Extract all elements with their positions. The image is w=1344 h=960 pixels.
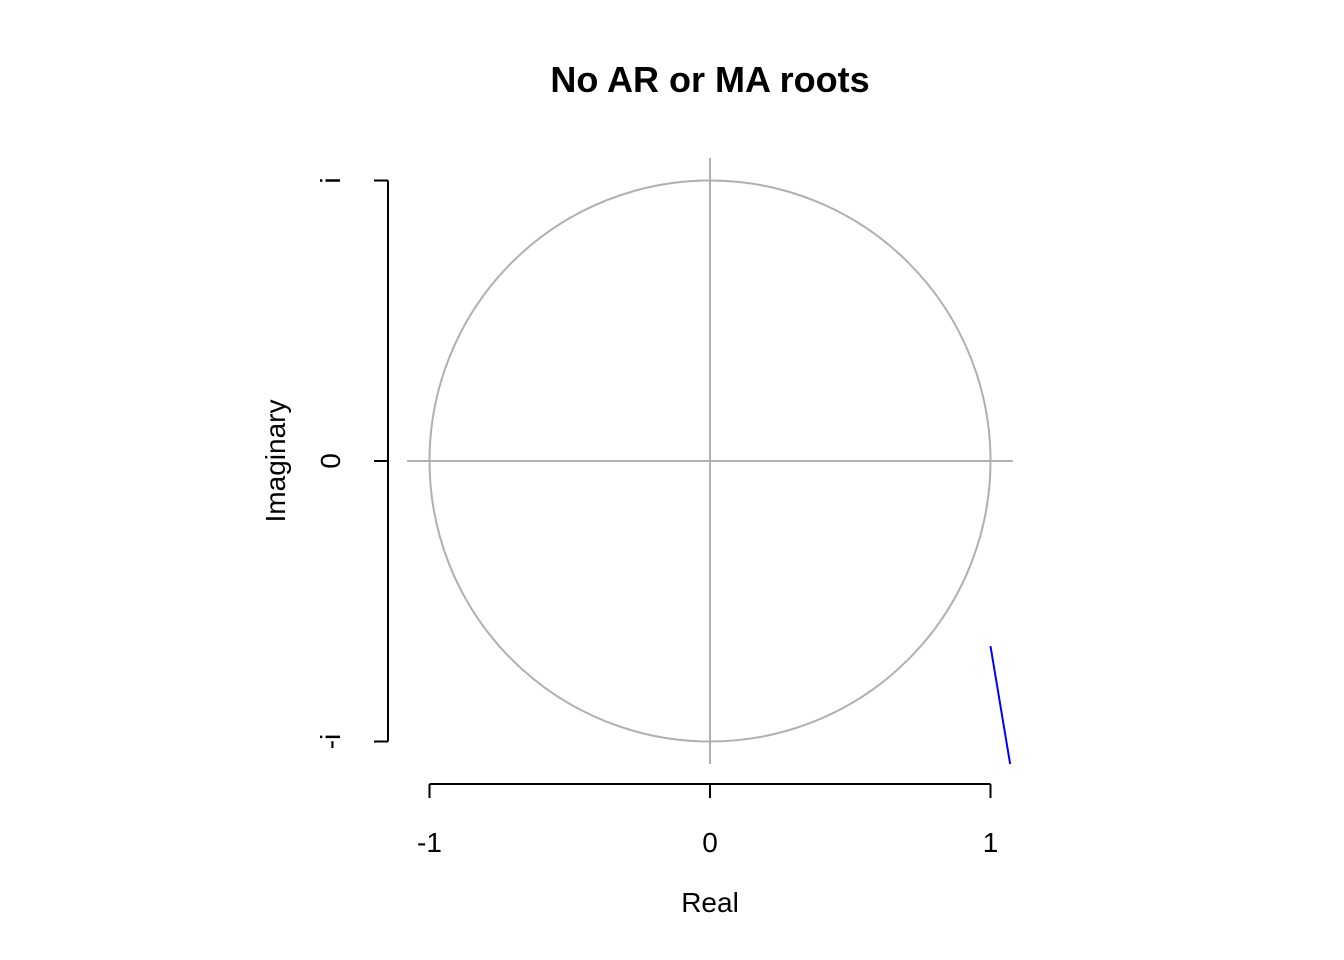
y-axis-label: Imaginary bbox=[260, 400, 291, 523]
y-tick-label: i bbox=[315, 177, 346, 183]
y-tick-label: 0 bbox=[315, 453, 346, 469]
y-tick-label: -i bbox=[315, 734, 346, 750]
x-axis: -1 0 1 bbox=[417, 783, 999, 858]
plot-area bbox=[407, 158, 1013, 765]
y-axis: -i 0 i bbox=[315, 177, 389, 750]
chart-title: No AR or MA roots bbox=[550, 59, 869, 100]
x-tick-label: -1 bbox=[417, 827, 442, 858]
x-axis-label: Real bbox=[681, 887, 739, 918]
x-tick-label: 1 bbox=[983, 827, 999, 858]
blue-segment bbox=[989, 645, 1012, 765]
x-tick-label: 0 bbox=[702, 827, 718, 858]
